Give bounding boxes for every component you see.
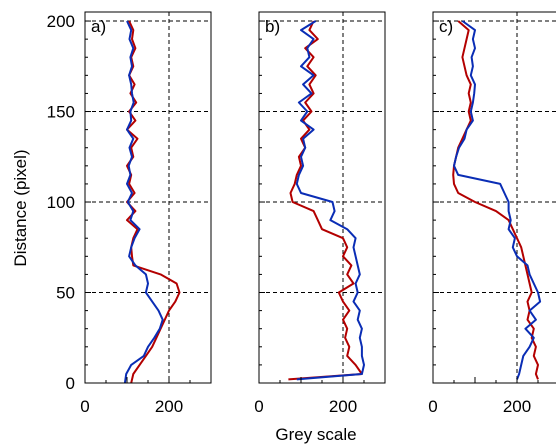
x-tick-label: 200 — [155, 397, 183, 416]
panel-frame — [258, 11, 386, 384]
x-tick-label: 200 — [329, 397, 357, 416]
panel-label: a) — [91, 17, 106, 36]
x-tick-label: 200 — [503, 397, 531, 416]
panel-3: 0 200 c) — [428, 11, 556, 416]
x-axis-title: Grey scale — [275, 425, 356, 444]
series-line-red — [452, 20, 539, 380]
y-tick-label: 100 — [47, 193, 75, 212]
panel-label: b) — [265, 17, 280, 36]
series-line-blue — [295, 20, 365, 381]
x-tick-label: 0 — [254, 397, 263, 416]
series-line-blue — [123, 20, 164, 384]
series-line-red — [288, 20, 363, 381]
panel-1: 0 200 0 50 100 150 200 a) — [47, 11, 212, 416]
y-tick-label: 0 — [66, 374, 75, 393]
y-tick-label: 150 — [47, 103, 75, 122]
panel-label: c) — [439, 17, 453, 36]
y-tick-label: 200 — [47, 12, 75, 31]
x-tick-label: 0 — [80, 397, 89, 416]
y-tick-label: 50 — [56, 284, 75, 303]
panel-frame — [84, 11, 212, 384]
y-axis-title: Distance (pixel) — [11, 149, 30, 266]
panel-frame — [432, 11, 556, 384]
panels: 0 200 0 50 100 150 200 a) 0 200 b) 0 200 c) — [47, 11, 556, 416]
series-line-blue — [453, 20, 542, 380]
panel-2: 0 200 b) — [254, 11, 386, 416]
x-tick-label: 0 — [428, 397, 437, 416]
